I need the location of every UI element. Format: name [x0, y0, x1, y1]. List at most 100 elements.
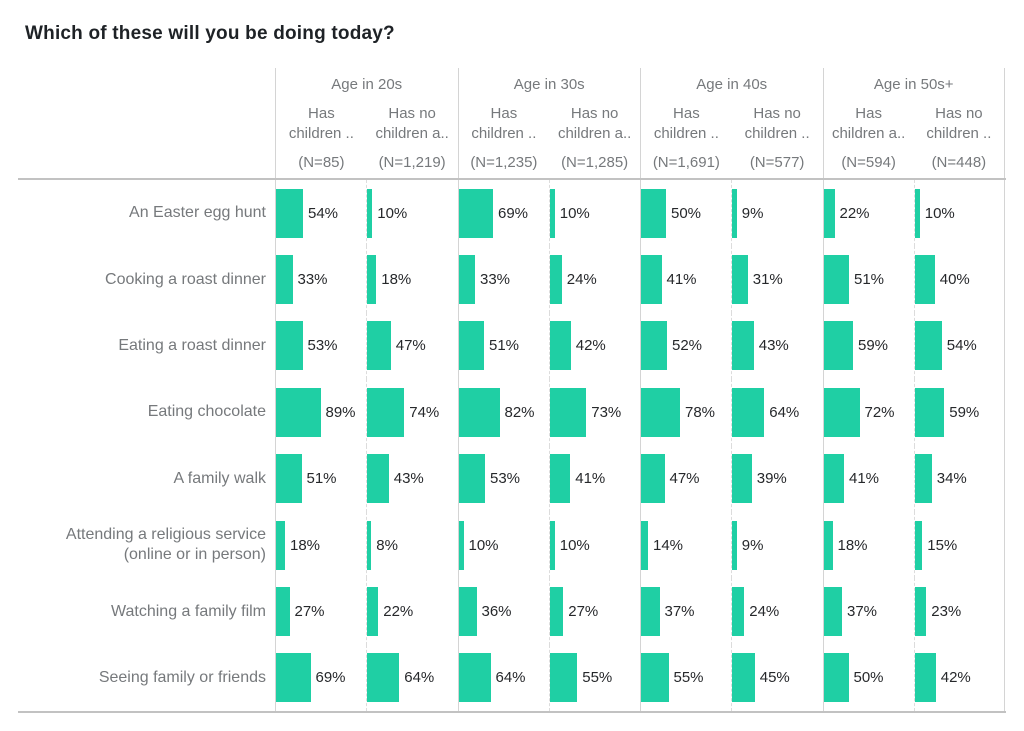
- bar-cooking-a-roast-dinner-col5[interactable]: [641, 255, 662, 305]
- bar-eating-a-roast-dinner-col5[interactable]: [641, 321, 667, 371]
- bar-cooking-a-roast-dinner-col7[interactable]: [823, 255, 849, 305]
- bar-eating-a-roast-dinner-col8[interactable]: [914, 321, 942, 371]
- bar-value-label: 51%: [854, 271, 885, 289]
- bar-watching-a-family-film-col4[interactable]: [549, 587, 564, 637]
- bar-watching-a-family-film-col6[interactable]: [732, 587, 745, 637]
- bar-seeing-family-or-friends-col1[interactable]: [276, 653, 311, 703]
- bar-seeing-family-or-friends-col4[interactable]: [549, 653, 578, 703]
- bar-attending-a-religious-service-online-or-in-person-col4[interactable]: [549, 520, 555, 570]
- bar-eating-chocolate-col5[interactable]: [641, 387, 680, 437]
- bar-eating-a-roast-dinner-col4[interactable]: [549, 321, 571, 371]
- bar-attending-a-religious-service-online-or-in-person-col3[interactable]: [458, 520, 464, 570]
- bar-value-label: 82%: [504, 403, 535, 421]
- bar-an-easter-egg-hunt-col1[interactable]: [276, 188, 303, 238]
- bar-an-easter-egg-hunt-col8[interactable]: [914, 188, 920, 238]
- column-n-label: (N=448): [931, 154, 987, 171]
- chart-cell: 33%: [457, 246, 549, 313]
- column-header-age-in-30s-has-children: Has children .. (N=1,235): [459, 102, 550, 178]
- bar-value-label: 22%: [839, 204, 870, 222]
- bar-eating-chocolate-col6[interactable]: [732, 387, 765, 437]
- bar-eating-a-roast-dinner-col1[interactable]: [276, 321, 303, 371]
- bar-cooking-a-roast-dinner-col6[interactable]: [732, 255, 748, 305]
- bar-eating-a-roast-dinner-col6[interactable]: [732, 321, 754, 371]
- bar-attending-a-religious-service-online-or-in-person-col5[interactable]: [641, 520, 648, 570]
- bar-value-label: 74%: [409, 403, 440, 421]
- bar-a-family-walk-col6[interactable]: [732, 454, 752, 504]
- bar-eating-a-roast-dinner-col7[interactable]: [823, 321, 853, 371]
- bar-value-label: 27%: [568, 603, 599, 621]
- bar-attending-a-religious-service-online-or-in-person-col8[interactable]: [914, 520, 923, 570]
- chart-cell: 43%: [731, 312, 822, 380]
- bar-watching-a-family-film-col5[interactable]: [641, 587, 660, 637]
- column-n-label: (N=1,691): [652, 154, 720, 171]
- bar-value-label: 40%: [939, 271, 970, 289]
- bar-seeing-family-or-friends-col3[interactable]: [458, 653, 491, 703]
- bar-value-label: 42%: [575, 337, 606, 355]
- bar-watching-a-family-film-col3[interactable]: [458, 587, 477, 637]
- bar-cooking-a-roast-dinner-col2[interactable]: [367, 255, 377, 305]
- bar-value-label: 69%: [315, 669, 346, 687]
- bar-a-family-walk-col5[interactable]: [641, 454, 665, 504]
- bar-eating-chocolate-col8[interactable]: [914, 387, 945, 437]
- row-label-cooking-a-roast-dinner: Cooking a roast dinner: [105, 270, 266, 288]
- bar-a-family-walk-col2[interactable]: [367, 454, 389, 504]
- chart-cell: 9%: [731, 180, 822, 247]
- bar-value-label: 50%: [671, 204, 702, 222]
- chart-cell: 51%: [457, 312, 549, 380]
- bar-eating-a-roast-dinner-col3[interactable]: [458, 321, 484, 371]
- bar-seeing-family-or-friends-col6[interactable]: [732, 653, 755, 703]
- bar-an-easter-egg-hunt-col2[interactable]: [367, 188, 373, 238]
- bar-watching-a-family-film-col1[interactable]: [276, 587, 290, 637]
- bar-attending-a-religious-service-online-or-in-person-col6[interactable]: [732, 520, 737, 570]
- bar-seeing-family-or-friends-col8[interactable]: [914, 653, 936, 703]
- bar-seeing-family-or-friends-col2[interactable]: [367, 653, 400, 703]
- bar-value-label: 43%: [393, 470, 424, 488]
- bar-seeing-family-or-friends-col5[interactable]: [641, 653, 669, 703]
- bar-watching-a-family-film-col8[interactable]: [914, 587, 927, 637]
- bar-attending-a-religious-service-online-or-in-person-col7[interactable]: [823, 520, 833, 570]
- bar-eating-chocolate-col2[interactable]: [367, 387, 405, 437]
- bar-cooking-a-roast-dinner-col1[interactable]: [276, 255, 293, 305]
- bar-value-label: 9%: [741, 536, 764, 554]
- bar-eating-chocolate-col4[interactable]: [549, 387, 587, 437]
- bar-watching-a-family-film-col7[interactable]: [823, 587, 842, 637]
- column-n-label: (N=85): [298, 154, 345, 171]
- bar-seeing-family-or-friends-col7[interactable]: [823, 653, 849, 703]
- bar-a-family-walk-col3[interactable]: [458, 454, 485, 504]
- bar-value-label: 51%: [489, 337, 520, 355]
- chart-cell: 40%: [913, 246, 1005, 313]
- bar-eating-a-roast-dinner-col2[interactable]: [367, 321, 391, 371]
- bar-an-easter-egg-hunt-col7[interactable]: [823, 188, 835, 238]
- chart-cell: 18%: [822, 511, 914, 579]
- column-n-label: (N=1,219): [378, 154, 446, 171]
- bar-attending-a-religious-service-online-or-in-person-col2[interactable]: [367, 520, 372, 570]
- chart-cell: 72%: [822, 379, 914, 446]
- bar-an-easter-egg-hunt-col3[interactable]: [458, 188, 493, 238]
- bar-value-label: 10%: [377, 204, 408, 222]
- bar-an-easter-egg-hunt-col5[interactable]: [641, 188, 666, 238]
- bar-cooking-a-roast-dinner-col4[interactable]: [549, 255, 562, 305]
- bar-an-easter-egg-hunt-col4[interactable]: [549, 188, 555, 238]
- group-columns: Has children .. (N=1,691) Has no children …: [641, 102, 823, 178]
- bar-eating-chocolate-col7[interactable]: [823, 387, 860, 437]
- bar-eating-chocolate-col1[interactable]: [276, 387, 321, 437]
- bar-cooking-a-roast-dinner-col3[interactable]: [458, 255, 475, 305]
- bar-value-label: 27%: [294, 603, 325, 621]
- bar-watching-a-family-film-col2[interactable]: [367, 587, 379, 637]
- column-header-label: Has no children ..: [744, 105, 810, 143]
- bar-eating-chocolate-col3[interactable]: [458, 387, 500, 437]
- bar-cooking-a-roast-dinner-col8[interactable]: [914, 255, 935, 305]
- bar-a-family-walk-col1[interactable]: [276, 454, 302, 504]
- chart-cell: 10%: [457, 511, 549, 579]
- bar-a-family-walk-col8[interactable]: [914, 454, 932, 504]
- bar-a-family-walk-col4[interactable]: [549, 454, 571, 504]
- bar-an-easter-egg-hunt-col6[interactable]: [732, 188, 737, 238]
- bar-attending-a-religious-service-online-or-in-person-col1[interactable]: [276, 520, 285, 570]
- header-group-age-in-30s: Age in 30s Has children .. (N=1,235) Has no…: [457, 68, 641, 178]
- chart-cell: 33%: [275, 246, 366, 313]
- column-header-age-in-40s-no-children: Has no children .. (N=577): [732, 102, 823, 178]
- chart-cell: 43%: [366, 445, 457, 512]
- bar-value-label: 31%: [752, 271, 783, 289]
- bar-a-family-walk-col7[interactable]: [823, 454, 844, 504]
